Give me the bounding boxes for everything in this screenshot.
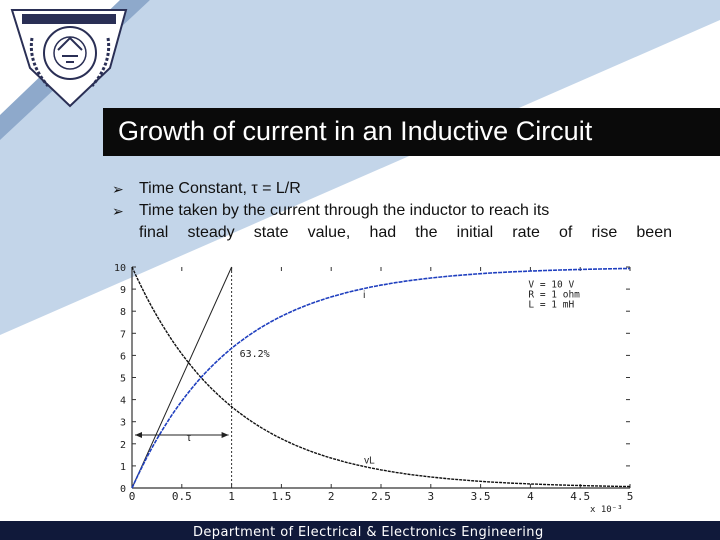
- y-tick-label: 10: [114, 263, 126, 274]
- institute-logo: [10, 9, 128, 108]
- x-tick-label: 3: [427, 490, 434, 503]
- current-label: i: [363, 290, 365, 301]
- y-tick-label: 9: [120, 285, 126, 296]
- y-tick-label: 8: [120, 307, 126, 318]
- legend-entry: R = 1 ohm: [528, 289, 580, 300]
- y-tick-label: 2: [120, 440, 126, 451]
- y-tick-label: 0: [120, 484, 126, 495]
- footer-text: Department of Electrical & Electronics E…: [193, 525, 544, 540]
- x-tick-label: 0: [129, 490, 136, 503]
- arrow-bullet-icon: ➢: [112, 181, 124, 197]
- y-tick-label: 7: [120, 329, 126, 340]
- y-tick-label: 5: [120, 374, 126, 385]
- tau-arrow-left-head: [135, 431, 142, 438]
- y-tick-label: 3: [120, 418, 126, 429]
- tau-arrow-right-head: [221, 431, 229, 438]
- percent-label: 63.2%: [240, 349, 270, 360]
- x-tick-label: 3.5: [471, 490, 491, 503]
- arrow-bullet-icon: ➢: [112, 203, 124, 219]
- voltage-curve-vL: [131, 266, 631, 488]
- tau-label: τ: [187, 432, 192, 444]
- x-tick-label: 1: [228, 490, 235, 503]
- title-bar: [103, 108, 720, 156]
- y-tick-label: 1: [120, 462, 126, 473]
- x-tick-label: 5: [627, 490, 634, 503]
- legend-entry: V = 10 V: [528, 279, 574, 290]
- voltage-label: vL: [364, 456, 375, 467]
- legend-entry: L = 1 mH: [528, 299, 574, 310]
- bullet-list: ➢ Time Constant, τ = L/R ➢ Time taken by…: [112, 178, 672, 244]
- slide-title: Growth of current in an Inductive Circui…: [118, 116, 593, 146]
- bullet-text: Time taken by the current through the in…: [139, 202, 550, 219]
- x-exponent-label: x 10⁻³: [590, 505, 623, 515]
- x-tick-label: 4: [527, 490, 534, 503]
- y-tick-label: 6: [120, 351, 126, 362]
- x-tick-label: 1.5: [271, 490, 291, 503]
- x-tick-label: 2: [328, 490, 335, 503]
- light-stripe: [0, 0, 720, 335]
- footer-bar: [0, 521, 720, 540]
- bullet-time-constant: ➢ Time Constant, τ = L/R: [112, 178, 672, 200]
- bullet-time-taken: ➢ Time taken by the current through the …: [112, 200, 672, 244]
- x-tick-label: 2.5: [371, 490, 391, 503]
- x-tick-label: 0.5: [172, 490, 192, 503]
- bullet-continuation: final steady state value, had the initia…: [139, 224, 672, 241]
- bullet-text: Time Constant, τ = L/R: [139, 180, 301, 197]
- current-curve-i: [131, 267, 631, 489]
- y-tick-label: 4: [120, 396, 126, 407]
- initial-slope-line: [131, 266, 233, 489]
- x-tick-label: 4.5: [570, 490, 590, 503]
- current-growth-plot: 0 0.5 1 1.5 2 2.5 3 3.5 4 4.5 5 x 10⁻³ 0 1 2 3 4 5 6 7 8 9 10 τ…: [114, 263, 634, 515]
